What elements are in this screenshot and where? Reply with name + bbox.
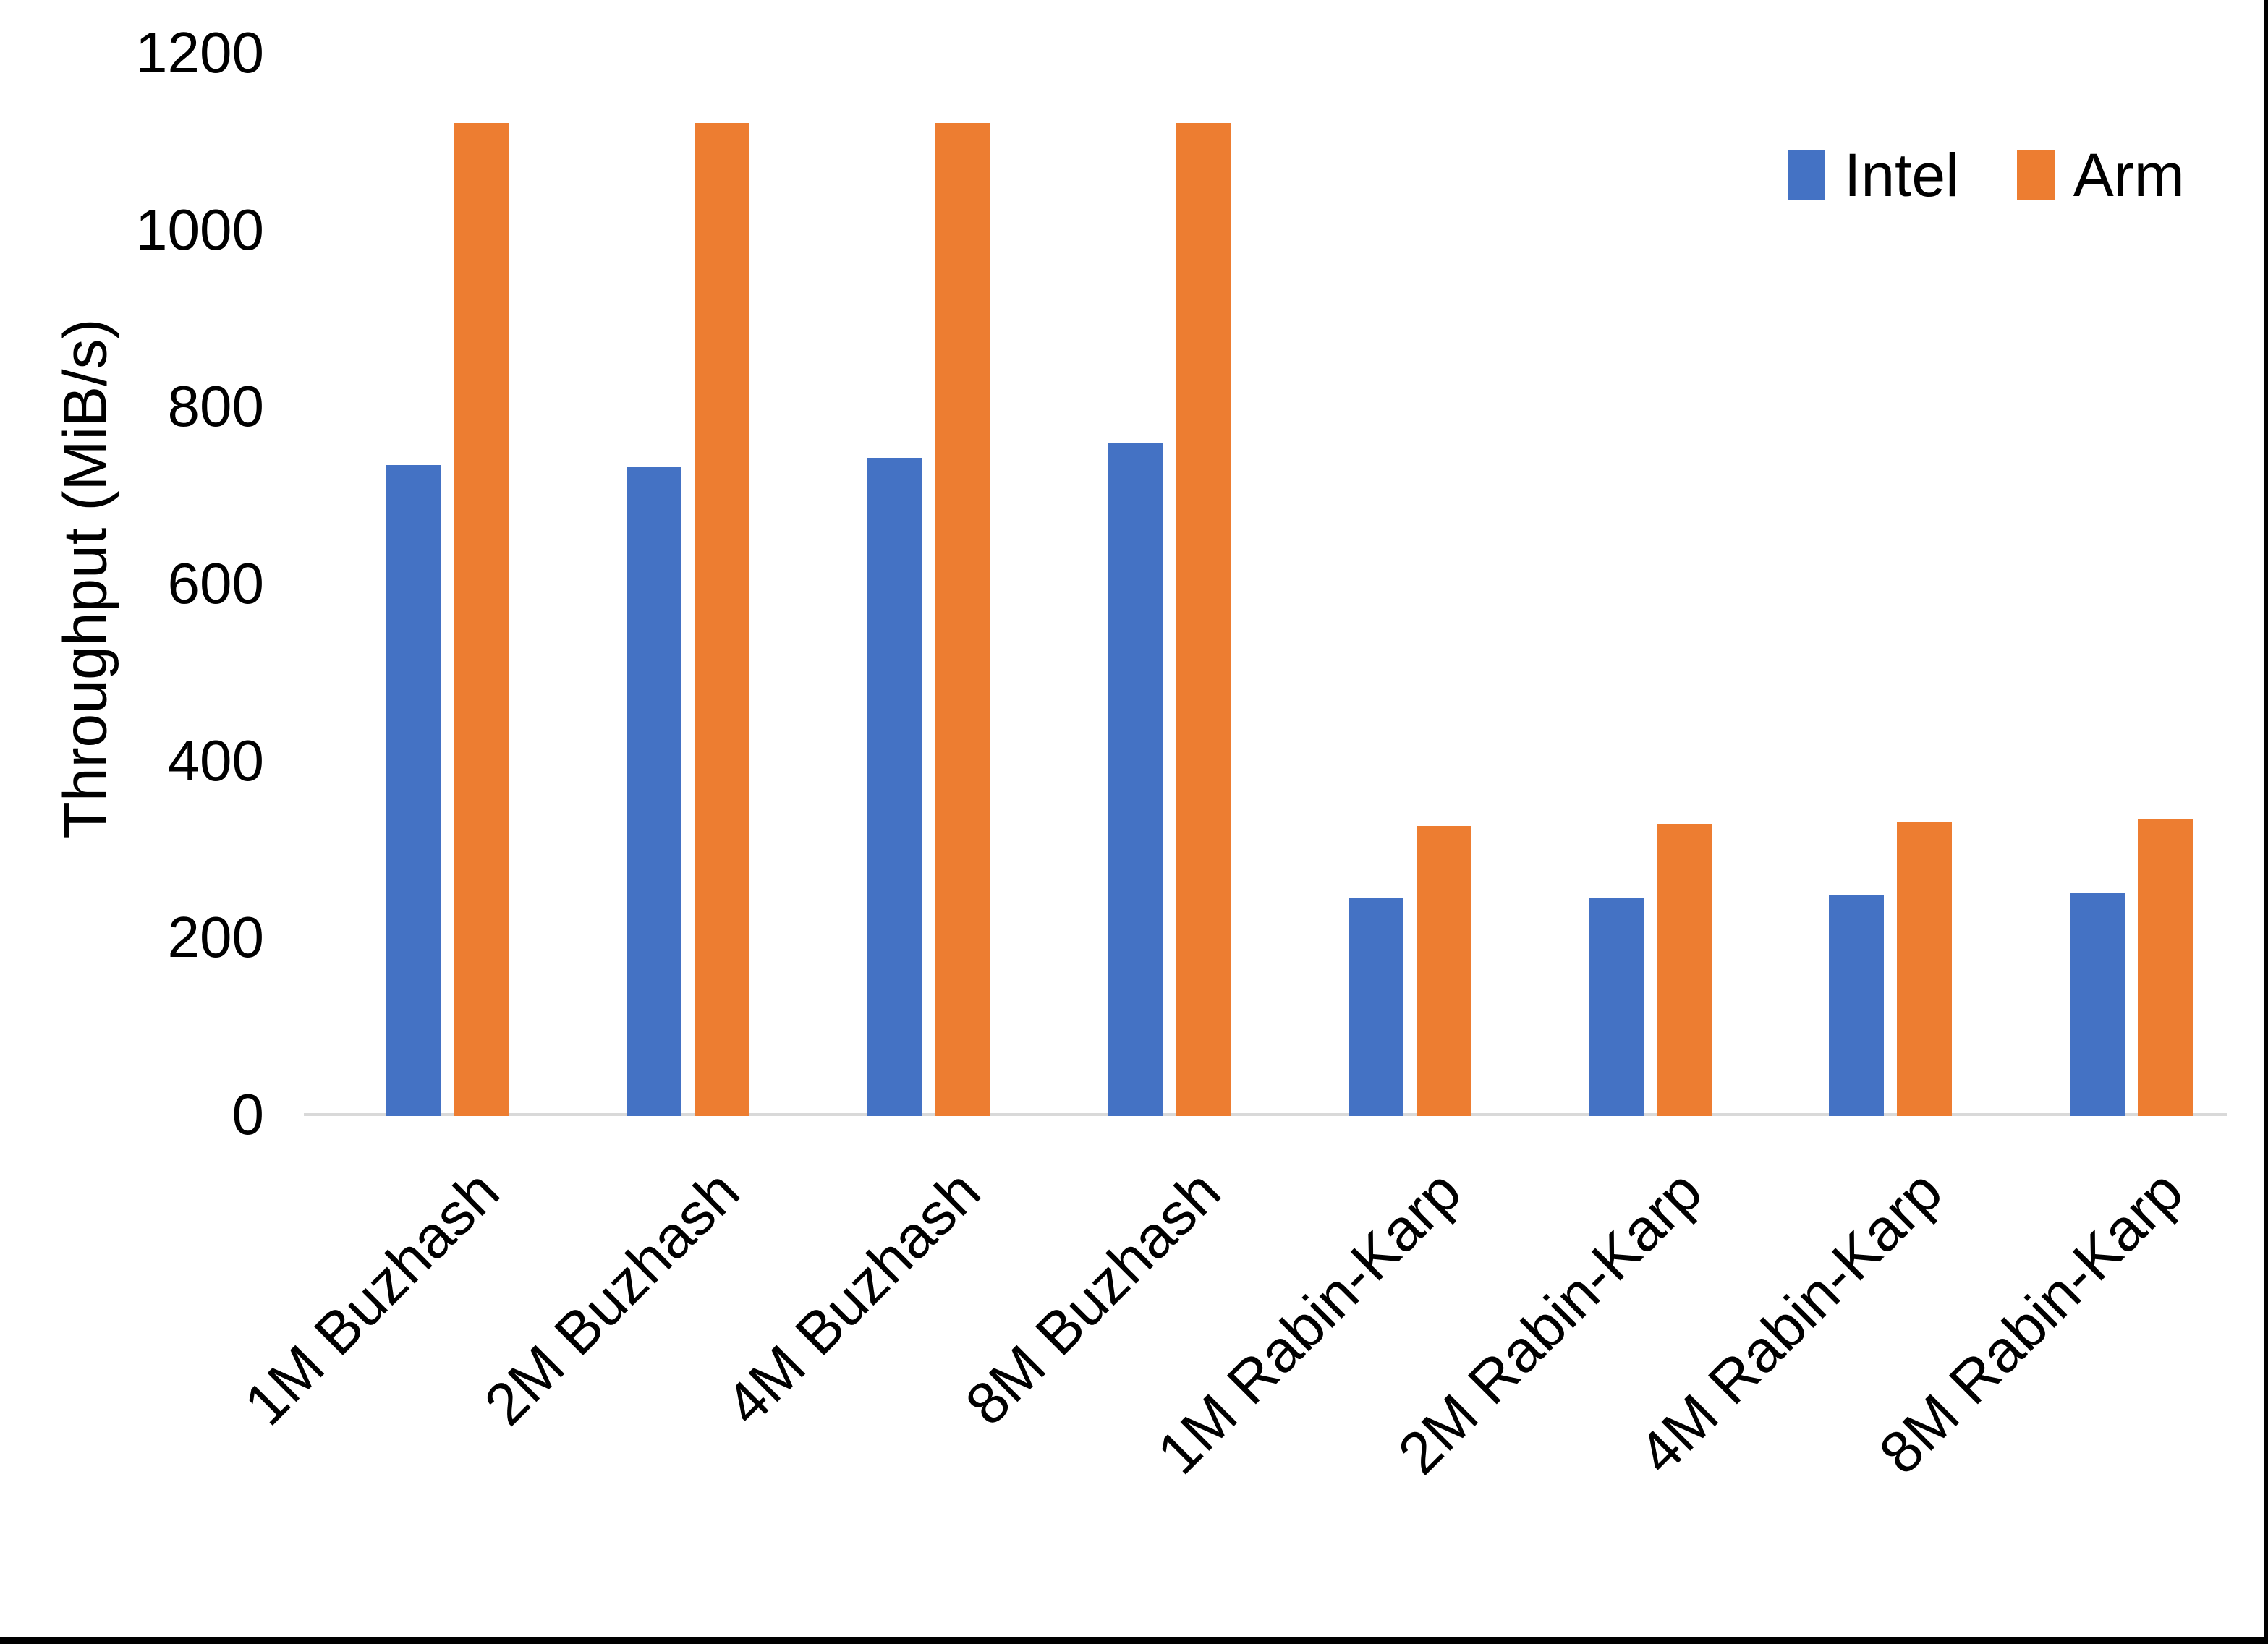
intel-bar	[2070, 893, 2125, 1116]
arm-legend-swatch	[2016, 150, 2055, 200]
arm-bar	[695, 123, 749, 1116]
arm-bar	[935, 123, 990, 1116]
intel-bar	[1349, 898, 1403, 1116]
arm-bar	[1176, 123, 1231, 1116]
screenshot-bottom-border	[0, 1637, 2268, 1644]
legend-item-intel: Intel	[1788, 145, 1959, 205]
intel-bar	[1108, 443, 1163, 1116]
arm-bar	[2138, 819, 2193, 1116]
x-category-label: 1M Buzhash	[232, 1158, 512, 1438]
y-tick-label: 0	[232, 1082, 265, 1146]
intel-bar	[867, 458, 922, 1116]
arm-legend-label: Arm	[2073, 141, 2185, 209]
y-tick-label: 1000	[135, 197, 264, 262]
x-axis-line	[304, 1113, 2227, 1116]
y-tick-label: 200	[167, 905, 264, 969]
arm-bar	[1417, 826, 1471, 1116]
x-category-label: 2M Buzhash	[472, 1158, 752, 1438]
y-tick-label: 1200	[135, 20, 264, 85]
legend-item-arm: Arm	[2016, 141, 2185, 209]
legend: Intel Arm	[1788, 145, 2185, 205]
x-category-label: 4M Buzhash	[713, 1158, 993, 1438]
y-tick-label: 400	[167, 728, 264, 793]
intel-legend-swatch	[1788, 150, 1825, 200]
arm-bar	[1897, 822, 1952, 1116]
y-tick-label: 800	[167, 374, 264, 438]
intel-legend-label: Intel	[1844, 141, 1959, 209]
plot-area	[304, 53, 2227, 1116]
intel-bar	[1829, 895, 1884, 1116]
screenshot-right-border	[2264, 0, 2268, 1644]
intel-bar	[627, 467, 681, 1116]
arm-bar	[1657, 824, 1712, 1116]
y-tick-label: 600	[167, 551, 264, 616]
intel-bar	[386, 465, 441, 1116]
arm-bar	[454, 123, 509, 1116]
intel-bar	[1589, 898, 1644, 1116]
